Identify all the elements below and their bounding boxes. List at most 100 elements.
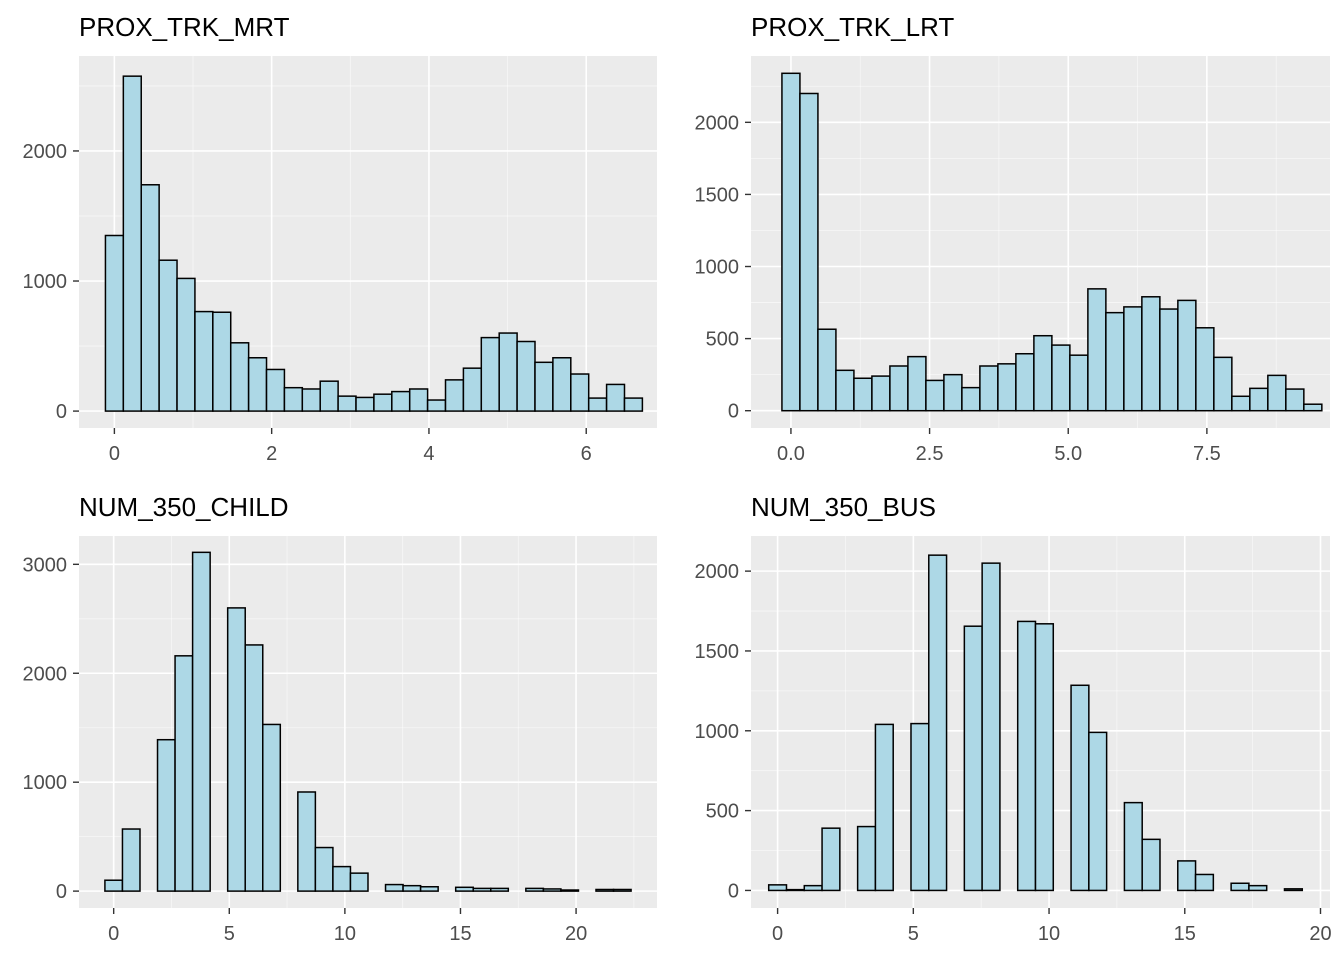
histogram-bar (1141, 296, 1161, 412)
histogram-bar (1033, 334, 1053, 412)
y-tick-label: 0 (56, 401, 67, 423)
histogram-bar (373, 393, 393, 412)
panel-title: PROX_TRK_MRT (79, 12, 290, 42)
histogram-bar (408, 388, 429, 412)
histogram-bar (1213, 356, 1233, 412)
histogram-bar (480, 336, 500, 412)
histogram-bar (534, 361, 554, 412)
histogram-bar (560, 889, 580, 892)
histogram-bar (419, 886, 439, 892)
histogram-bar (140, 184, 160, 412)
y-tick-label: 1000 (23, 271, 68, 293)
histogram-bar (194, 310, 214, 412)
histogram-bar (498, 332, 518, 412)
histogram-bar (402, 884, 422, 892)
histogram-bar (332, 865, 352, 892)
histogram-bar (979, 365, 999, 412)
histogram-bar (265, 368, 286, 412)
x-tick-label: 15 (449, 923, 471, 945)
histogram-bar (928, 554, 948, 892)
histogram-bar (391, 390, 411, 412)
y-tick-label: 1000 (695, 721, 740, 743)
histogram-bar (516, 340, 536, 412)
histogram-bar (158, 259, 178, 412)
y-tick-label: 2000 (23, 141, 68, 163)
histogram-bar (104, 879, 124, 892)
histogram-bar (1303, 403, 1323, 412)
histogram-bar (384, 883, 404, 892)
x-tick-label: 6 (581, 443, 592, 465)
histogram-bar (1015, 352, 1035, 412)
histogram-panel: PROX_TRK_LRT 0.0 2.5 5.0 7.5 0 500 1000 1500 2000 (695, 12, 1330, 465)
histogram-bar (1105, 311, 1125, 412)
histogram-bar (297, 791, 317, 892)
histogram-bar (1248, 884, 1268, 892)
x-tick-label: 0 (109, 443, 120, 465)
histogram-bar (1088, 731, 1108, 892)
x-tick-label: 5.0 (1054, 443, 1082, 465)
y-tick-label: 2000 (695, 561, 740, 583)
x-tick-label: 4 (423, 443, 434, 465)
histogram-bar (874, 723, 894, 892)
histogram-bar (997, 363, 1017, 412)
histogram-bar (1194, 873, 1215, 892)
x-tick-label: 2 (266, 443, 277, 465)
histogram-bar (176, 277, 196, 412)
histogram-bar (889, 365, 909, 412)
histogram-bar (490, 887, 510, 892)
histogram-bar (1177, 299, 1197, 412)
histogram-bar (229, 342, 250, 412)
histogram-bar (817, 328, 837, 412)
histogram-bar (174, 655, 194, 892)
histogram-bar (314, 846, 334, 892)
histogram-bar (1267, 374, 1287, 412)
histogram-bar (1069, 354, 1089, 412)
histogram-bar (1249, 387, 1269, 412)
y-tick-label: 0 (56, 881, 67, 903)
histogram-bar (542, 888, 562, 892)
histogram-bar (587, 397, 608, 412)
histogram-panel: NUM_350_CHILD 0 5 10 15 20 0 1000 2000 3000 (23, 492, 657, 945)
histogram-bar (1230, 882, 1250, 892)
histogram-bar (226, 607, 246, 892)
histogram-bar (472, 887, 492, 892)
histogram-bar (595, 888, 615, 892)
x-tick-label: 10 (1038, 923, 1060, 945)
histogram-bar (247, 357, 268, 412)
histogram-bar (767, 884, 788, 892)
histogram-bar (1141, 838, 1161, 892)
x-tick-label: 5 (224, 923, 235, 945)
panel-title: PROX_TRK_LRT (751, 12, 954, 42)
histogram-bar (122, 75, 142, 412)
histogram-bar (871, 375, 891, 412)
histogram-bar (799, 92, 819, 412)
histogram-bar (337, 395, 357, 412)
x-tick-label: 5 (908, 923, 919, 945)
histogram-bar (454, 886, 474, 892)
histogram-bar (803, 884, 823, 892)
histogram-bar (355, 396, 375, 412)
histogram-bar (1285, 388, 1305, 412)
histogram-bar (121, 828, 141, 892)
histogram-bar (1087, 288, 1107, 412)
histogram-bar (856, 825, 877, 892)
histogram-bar (1051, 344, 1071, 412)
histogram-bar (319, 380, 339, 412)
histogram-bar (301, 388, 321, 412)
y-tick-label: 1500 (695, 184, 740, 206)
histogram-bar (605, 383, 626, 412)
x-tick-label: 0 (108, 923, 119, 945)
x-tick-label: 10 (334, 923, 356, 945)
histogram-bar (961, 386, 981, 412)
histogram-bar (1123, 306, 1143, 412)
histogram-bar (1177, 860, 1197, 892)
histogram-bar (156, 738, 176, 892)
x-tick-label: 0 (772, 923, 783, 945)
histogram-bar (191, 551, 211, 892)
x-tick-label: 2.5 (916, 443, 944, 465)
histogram-bar (1231, 395, 1251, 412)
histogram-bar (1159, 308, 1179, 412)
histogram-bar (907, 355, 927, 412)
y-tick-label: 2000 (23, 663, 68, 685)
